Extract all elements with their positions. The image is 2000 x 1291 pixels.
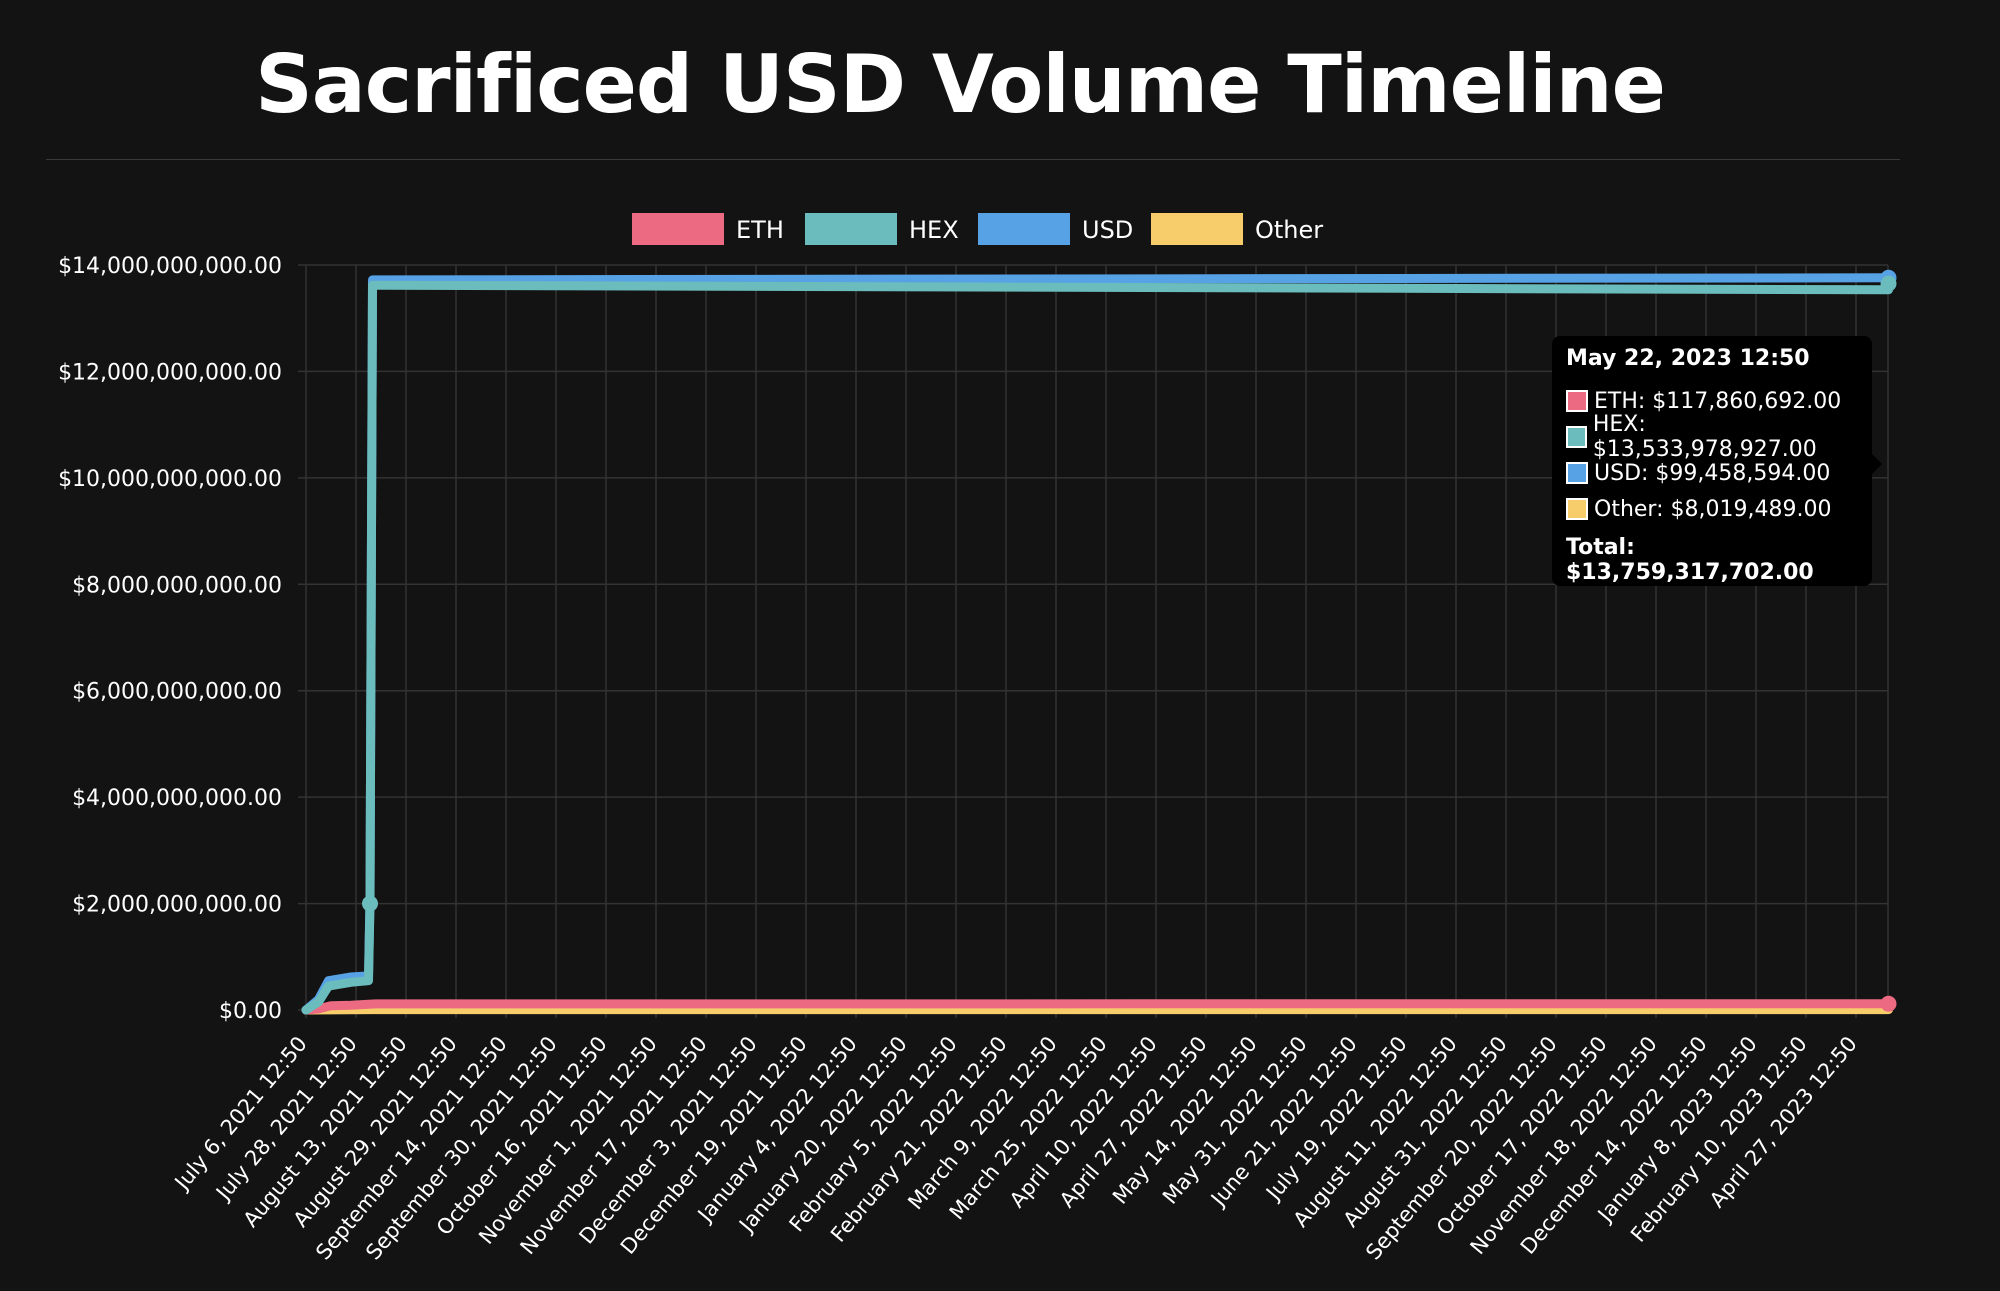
legend-item-usd[interactable]: USD <box>978 213 1133 245</box>
legend-swatch-usd <box>978 213 1070 245</box>
tooltip-text-hex: HEX: $13,533,978,927.00 <box>1592 412 1817 462</box>
data-point-hex <box>1880 275 1897 292</box>
tooltip-swatch-other <box>1566 498 1588 520</box>
legend-swatch-eth <box>632 213 724 245</box>
y-tick-label: $14,000,000,000.00 <box>58 254 282 279</box>
legend-label-eth: ETH <box>736 216 784 244</box>
y-tick-label: $8,000,000,000.00 <box>72 573 282 598</box>
legend-label-usd: USD <box>1082 216 1133 244</box>
y-tick-label: $10,000,000,000.00 <box>58 467 282 492</box>
tooltip-row-eth: ETH: $117,860,692.00 <box>1566 383 1858 419</box>
series-line-eth <box>301 999 1893 1015</box>
tooltip-swatch-usd <box>1566 462 1588 484</box>
tooltip-swatch-hex <box>1566 426 1587 448</box>
y-tick-label: $12,000,000,000.00 <box>58 360 282 385</box>
y-tick-label: $0.00 <box>219 999 282 1024</box>
chart-title: Sacrificed USD Volume Timeline <box>255 38 1666 131</box>
legend-label-other: Other <box>1255 216 1323 244</box>
series-line-hex <box>301 280 1893 1015</box>
data-point-eth <box>1880 995 1897 1012</box>
tooltip-total: Total: $13,759,317,702.00 <box>1566 535 1814 585</box>
legend-swatch-other <box>1151 213 1243 245</box>
title-divider <box>46 159 1900 160</box>
legend-item-eth[interactable]: ETH <box>632 213 784 245</box>
y-tick-label: $4,000,000,000.00 <box>72 786 282 811</box>
legend-item-other[interactable]: Other <box>1151 213 1323 245</box>
tooltip-date: May 22, 2023 12:50 <box>1566 346 1810 371</box>
tooltip-row-hex: HEX: $13,533,978,927.00 <box>1566 412 1858 462</box>
legend-label-hex: HEX <box>909 216 959 244</box>
legend-swatch-hex <box>805 213 897 245</box>
y-tick-label: $6,000,000,000.00 <box>72 680 282 705</box>
tooltip-swatch-eth <box>1566 390 1588 412</box>
tooltip-text-other: Other: $8,019,489.00 <box>1594 496 1832 522</box>
hover-tooltip: May 22, 2023 12:50 ETH: $117,860,692.00 … <box>1552 336 1882 586</box>
tooltip-row-other: Other: $8,019,489.00 <box>1566 491 1858 527</box>
tooltip-text-eth: ETH: $117,860,692.00 <box>1594 388 1842 414</box>
tooltip-row-usd: USD: $99,458,594.00 <box>1566 455 1858 491</box>
tooltip-text-usd: USD: $99,458,594.00 <box>1594 460 1831 486</box>
y-tick-label: $2,000,000,000.00 <box>72 893 282 918</box>
data-point-hex <box>362 895 378 912</box>
legend-item-hex[interactable]: HEX <box>805 213 959 245</box>
